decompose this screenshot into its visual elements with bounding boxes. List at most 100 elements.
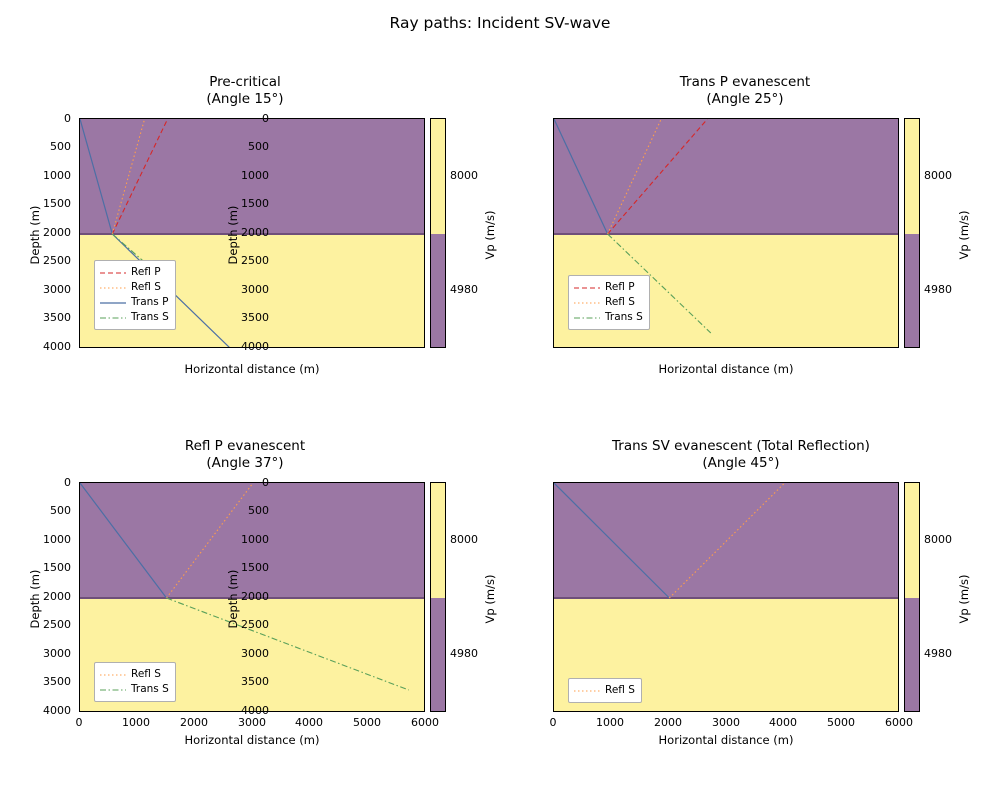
panel-3-colorbar (430, 482, 446, 712)
panel-4-ytick: 1500 (241, 561, 269, 574)
panel-1-ytick: 3500 (43, 311, 71, 324)
panel-4-xtick: 6000 (885, 716, 913, 729)
colorbar-high-velocity (431, 119, 445, 234)
panel-2-colorbar (904, 118, 920, 348)
legend-label: Refl S (605, 684, 635, 697)
panel-3-xtick: 2000 (180, 716, 208, 729)
legend-item: Refl P (574, 280, 643, 295)
layer-interface (80, 597, 424, 599)
panel-3-legend: Refl S Trans S (94, 662, 176, 702)
panel-3-ytick: 3500 (43, 675, 71, 688)
panel-4-xtick: 4000 (769, 716, 797, 729)
colorbar-tick: 4980 (924, 283, 952, 296)
panel-1-colorbar-label: Vp (m/s) (483, 210, 497, 260)
panel-4-ytick: 3500 (241, 675, 269, 688)
legend-label: Trans S (605, 311, 643, 324)
panel-4-xtick: 5000 (827, 716, 855, 729)
panel-3-colorbar-label: Vp (m/s) (483, 574, 497, 624)
legend-item: Refl S (100, 667, 169, 682)
panel-3-ytick: 1500 (43, 561, 71, 574)
refl-s-line-icon (100, 283, 126, 293)
panel-1-ytick: 2500 (43, 254, 71, 267)
legend-item: Refl S (574, 295, 643, 310)
legend-item: Trans P (100, 295, 169, 310)
legend-item: Refl S (574, 683, 635, 698)
panel-1-xlabel: Horizontal distance (m) (184, 362, 320, 376)
panel-2-ytick: 4000 (241, 340, 269, 353)
panel-3-title: Refl P evanescent (Angle 37°) (184, 438, 306, 471)
refl-s-line-icon (574, 686, 600, 696)
panel-3-xlabel: Horizontal distance (m) (184, 733, 320, 747)
layer-interface (80, 233, 424, 235)
panel-1-ytick: 1500 (43, 197, 71, 210)
panel-1-ytick: 2000 (43, 226, 71, 239)
panel-1-ytick: 1000 (43, 169, 71, 182)
panel-1-ytick: 3000 (43, 283, 71, 296)
panel-3-xtick: 6000 (411, 716, 439, 729)
panel-3-ytick: 1000 (43, 533, 71, 546)
legend-label: Trans S (131, 683, 169, 696)
legend-item: Trans S (100, 310, 169, 325)
panel-3-xtick: 0 (75, 716, 83, 729)
panel-4-xtick: 0 (549, 716, 557, 729)
trans-p-line-icon (100, 298, 126, 308)
panel-4-xtick: 3000 (712, 716, 740, 729)
panel-2-ytick: 3500 (241, 311, 269, 324)
panel-4-ytick: 2500 (241, 618, 269, 631)
refl-p-line-icon (574, 283, 600, 293)
trans-s-line-icon (100, 313, 126, 323)
panel-4-legend: Refl S (568, 678, 642, 703)
legend-item: Refl P (100, 265, 169, 280)
panel-4-colorbar-label: Vp (m/s) (957, 574, 971, 624)
panel-3-ytick: 2500 (43, 618, 71, 631)
legend-label: Refl P (131, 266, 161, 279)
panel-2-xlabel: Horizontal distance (m) (658, 362, 794, 376)
colorbar-tick: 8000 (924, 169, 952, 182)
colorbar-tick: 4980 (450, 283, 478, 296)
panel-2-ytick: 2500 (241, 254, 269, 267)
colorbar-tick: 4980 (450, 647, 478, 660)
panel-4-xtick: 1000 (596, 716, 624, 729)
colorbar-tick: 8000 (450, 169, 478, 182)
legend-item: Trans S (100, 682, 169, 697)
panel-4-title: Trans SV evanescent (Total Reflection) (… (612, 438, 870, 471)
panel-1-title: Pre-critical (Angle 15°) (206, 74, 284, 107)
panel-2-ytick: 2000 (241, 226, 269, 239)
figure-suptitle: Ray paths: Incident SV-wave (389, 14, 611, 32)
panel-2-ytick: 500 (248, 140, 269, 153)
panel-3-xtick: 4000 (295, 716, 323, 729)
colorbar-low-velocity (905, 234, 919, 347)
panel-3-ytick: 2000 (43, 590, 71, 603)
panel-1-ytick: 500 (50, 140, 71, 153)
panel-4-xtick: 2000 (654, 716, 682, 729)
panel-4-ytick: 4000 (241, 704, 269, 717)
panel-3-ytick: 4000 (43, 704, 71, 717)
legend-label: Refl S (605, 296, 635, 309)
colorbar-tick: 8000 (450, 533, 478, 546)
colorbar-low-velocity (431, 234, 445, 347)
panel-3-ytick: 500 (50, 504, 71, 517)
panel-4-colorbar (904, 482, 920, 712)
panel-3-ytick: 0 (64, 476, 71, 489)
panel-1-colorbar (430, 118, 446, 348)
legend-label: Trans P (131, 296, 169, 309)
legend-label: Refl P (605, 281, 635, 294)
colorbar-high-velocity (431, 483, 445, 598)
legend-item: Refl S (100, 280, 169, 295)
panel-4-raypaths (554, 483, 785, 599)
panel-2-legend: Refl P Refl S Trans S (568, 275, 650, 330)
layer-top-velocity (554, 119, 898, 234)
panel-2-ytick: 1000 (241, 169, 269, 182)
layer-interface (554, 233, 898, 235)
refl-s-line-icon (100, 670, 126, 680)
colorbar-low-velocity (431, 598, 445, 711)
panel-1-ytick: 4000 (43, 340, 71, 353)
colorbar-low-velocity (905, 598, 919, 711)
panel-2-title: Trans P evanescent (Angle 25°) (679, 74, 811, 107)
colorbar-high-velocity (905, 119, 919, 234)
panel-2-colorbar-label: Vp (m/s) (957, 210, 971, 260)
trans-s-line-icon (100, 685, 126, 695)
panel-3-ytick: 3000 (43, 647, 71, 660)
colorbar-tick: 4980 (924, 647, 952, 660)
panel-3-xtick: 3000 (238, 716, 266, 729)
